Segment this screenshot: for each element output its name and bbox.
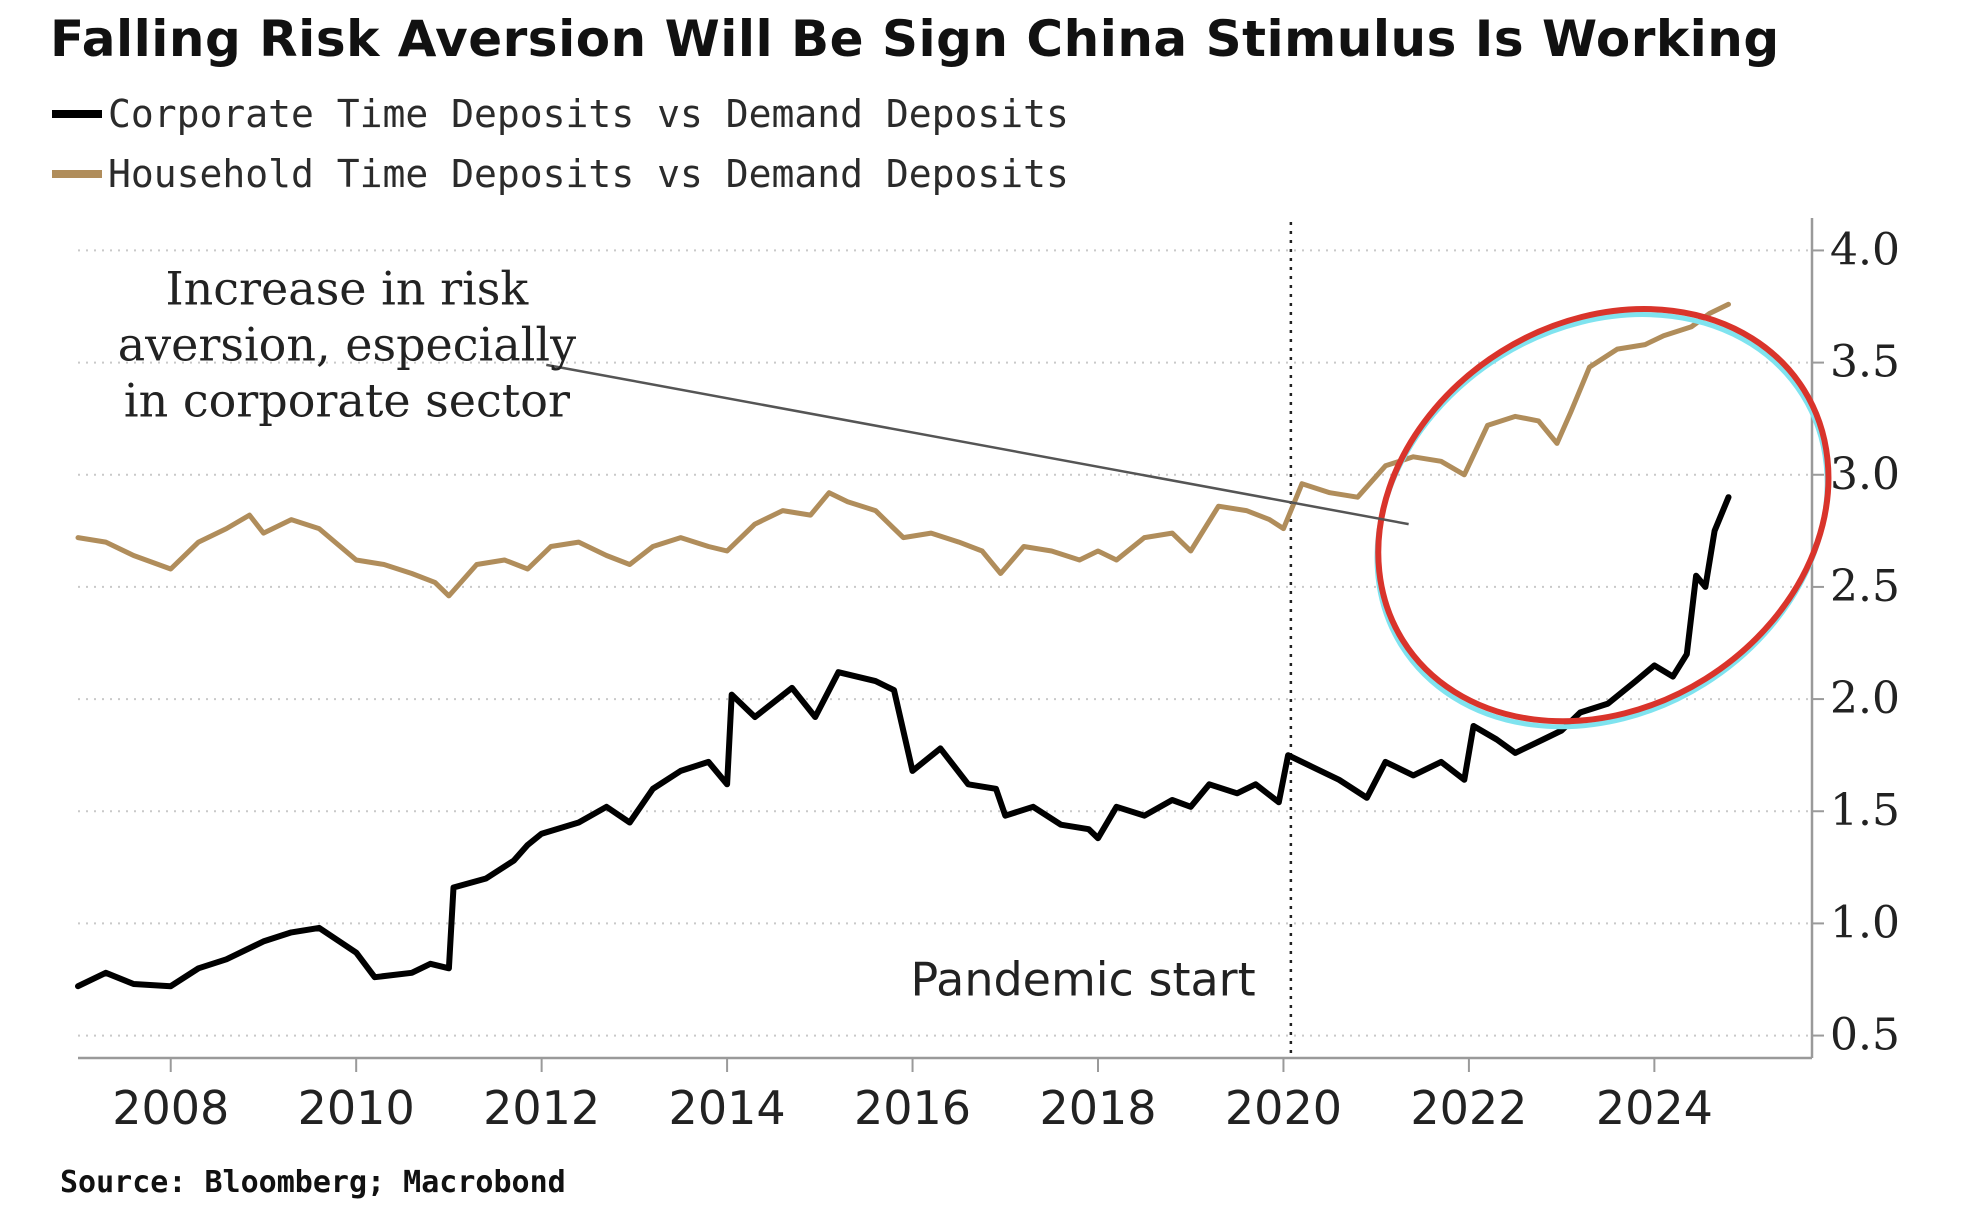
corporate-line	[75, 494, 1732, 990]
legend-swatch-household	[52, 170, 102, 178]
y-tick-label: 2.0	[1830, 673, 1900, 724]
x-tick-label: 2010	[298, 1081, 415, 1135]
x-tick-label: 2016	[854, 1081, 971, 1135]
annotation-line: Increase in risk	[166, 261, 530, 315]
x-tick-label: 2020	[1225, 1081, 1342, 1135]
legend-label-corporate: Corporate Time Deposits vs Demand Deposi…	[108, 92, 1069, 136]
highlight-ellipse	[1375, 306, 1832, 725]
legend-swatch-corporate	[52, 110, 102, 118]
legend-label-household: Household Time Deposits vs Demand Deposi…	[108, 152, 1069, 196]
annotation-line: aversion, especially	[118, 317, 576, 371]
source-note: Source: Bloomberg; Macrobond	[60, 1165, 566, 1200]
x-tick-label: 2022	[1410, 1081, 1527, 1135]
y-tick-label: 2.5	[1830, 561, 1900, 612]
y-tick-label: 0.5	[1830, 1010, 1900, 1061]
x-tick-label: 2018	[1039, 1081, 1156, 1135]
annotation-connector	[546, 363, 1409, 526]
y-tick-label: 3.0	[1830, 449, 1900, 500]
x-tick-label: 2014	[669, 1081, 786, 1135]
x-tick-label: 2008	[112, 1081, 229, 1135]
legend-entry-corporate: Corporate Time Deposits vs Demand Deposi…	[52, 88, 1069, 140]
chart-title: Falling Risk Aversion Will Be Sign China…	[50, 10, 1780, 68]
highlight-halo	[1374, 312, 1830, 730]
x-tick-label: 2012	[483, 1081, 600, 1135]
legend-entry-household: Household Time Deposits vs Demand Deposi…	[52, 148, 1069, 200]
x-tick-label: 2024	[1596, 1081, 1713, 1135]
y-tick-label: 3.5	[1830, 337, 1900, 388]
pandemic-label: Pandemic start	[910, 952, 1255, 1006]
y-tick-label: 4.0	[1830, 224, 1900, 275]
household-line	[75, 301, 1731, 599]
y-tick-label: 1.0	[1830, 897, 1900, 948]
annotation-line: in corporate sector	[124, 373, 570, 427]
y-tick-label: 1.5	[1830, 785, 1900, 836]
